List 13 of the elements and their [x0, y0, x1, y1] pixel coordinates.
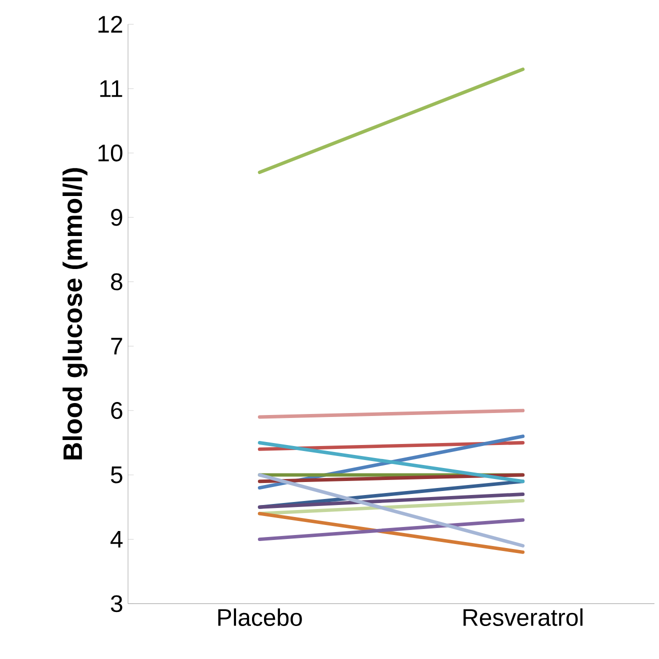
y-tick-label: 9 — [111, 209, 122, 226]
y-tick-label: 3 — [110, 595, 122, 612]
y-tick-label: 10 — [98, 144, 122, 162]
y-axis-title: Blood glucose (mmol/l) — [62, 168, 88, 460]
y-tick-label: 12 — [98, 16, 122, 33]
y-tick-label: 5 — [110, 466, 122, 484]
y-tick-label: 4 — [110, 531, 123, 548]
x-tick-label: Resveratrol — [464, 608, 582, 626]
x-tick-label: Placebo — [218, 608, 302, 626]
y-tick-label: 8 — [111, 273, 122, 290]
y-tick-label: 6 — [111, 402, 122, 420]
y-tick-label: 7 — [111, 338, 122, 355]
y-tick-label: 11 — [100, 80, 122, 98]
